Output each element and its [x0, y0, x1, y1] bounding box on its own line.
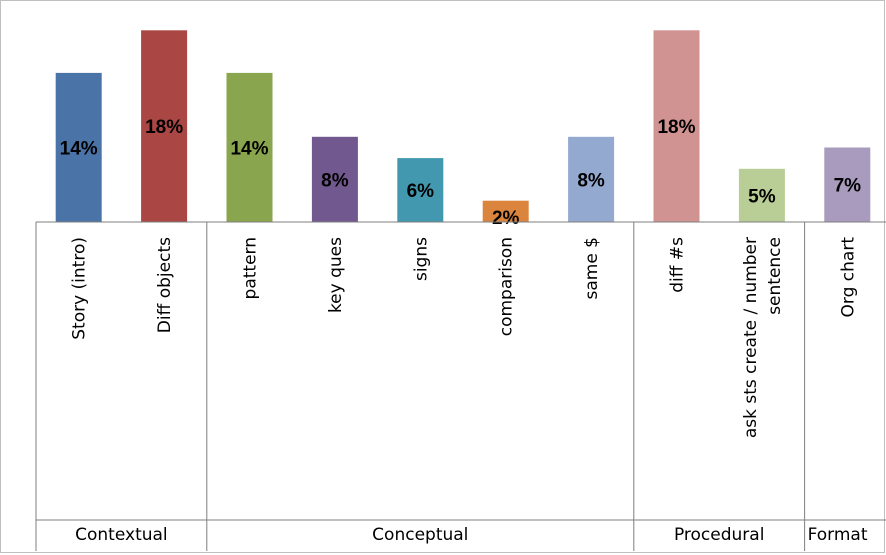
- bar-9: [738, 168, 785, 222]
- group-label-3: Procedural: [674, 525, 764, 545]
- bar-1: [55, 72, 102, 223]
- category-label-10: Org chart: [838, 237, 858, 318]
- bar-5: [397, 158, 444, 222]
- category-label-6: comparison: [497, 237, 517, 336]
- category-label-4: key ques: [326, 237, 346, 313]
- category-label-8: diff #s: [668, 237, 688, 293]
- category-label-2: Diff objects: [155, 237, 175, 333]
- bar-8: [653, 30, 700, 222]
- data-label-10: 7%: [834, 176, 862, 197]
- category-label-7: same $: [582, 237, 602, 300]
- bar-3: [226, 72, 273, 223]
- bar-10: [824, 147, 871, 222]
- data-label-2: 18%: [145, 117, 183, 138]
- category-label-3: pattern: [241, 237, 261, 299]
- category-label-1: Story (intro): [70, 237, 90, 340]
- data-label-3: 14%: [230, 139, 268, 160]
- group-label-1: Contextual: [75, 525, 168, 545]
- category-label-5: signs: [411, 237, 431, 281]
- data-label-8: 18%: [657, 117, 695, 138]
- data-label-6: 2%: [492, 208, 520, 229]
- data-label-5: 6%: [407, 181, 435, 202]
- data-label-7: 8%: [577, 170, 605, 191]
- group-label-4: Format: [808, 525, 868, 545]
- group-label-2: Conceptual: [372, 525, 468, 545]
- category-label-9-line-1: ask sts create / number: [741, 237, 761, 438]
- bar-7: [568, 136, 615, 222]
- data-label-4: 8%: [321, 170, 349, 191]
- bar-2: [141, 30, 188, 222]
- category-label-9-line-2: sentence: [765, 237, 785, 315]
- bar-4: [311, 136, 358, 222]
- data-label-9: 5%: [748, 186, 776, 207]
- data-label-1: 14%: [60, 139, 98, 160]
- bar-6: [482, 200, 529, 222]
